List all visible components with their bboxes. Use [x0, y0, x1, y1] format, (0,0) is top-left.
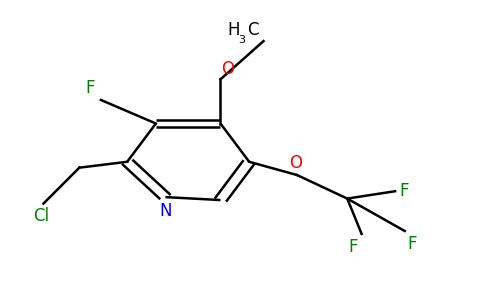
Text: F: F — [86, 79, 95, 97]
Text: F: F — [348, 238, 358, 256]
Text: O: O — [221, 60, 234, 78]
Text: H: H — [227, 21, 240, 39]
Text: C: C — [247, 21, 258, 39]
Text: O: O — [289, 154, 302, 172]
Text: F: F — [399, 182, 408, 200]
Text: Cl: Cl — [33, 207, 49, 225]
Text: F: F — [407, 236, 417, 253]
Text: N: N — [159, 202, 172, 220]
Text: 3: 3 — [238, 34, 245, 45]
